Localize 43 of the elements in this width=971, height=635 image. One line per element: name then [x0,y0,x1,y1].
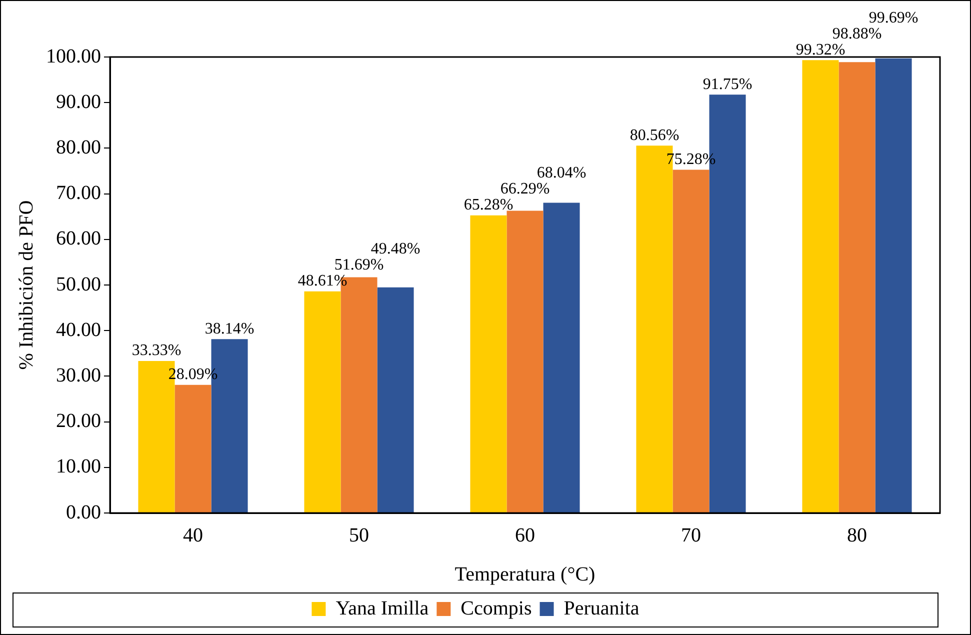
y-tick-label: 80.00 [56,136,101,158]
bar [174,384,212,512]
y-tick-label: 70.00 [56,182,101,204]
data-label: 65.28% [464,196,514,214]
data-label: 68.04% [536,164,586,182]
bar [304,291,341,512]
data-label: 91.75% [702,76,752,93]
data-label: 99.69% [868,9,918,26]
y-tick-label: 90.00 [56,90,101,113]
bar [506,210,544,512]
y-tick-label: 60.00 [56,228,101,250]
data-label: 98.88% [832,25,882,42]
y-tick-label: 0.00 [66,501,101,524]
legend-label: Peruanita [564,597,640,620]
x-tick-label: 70 [681,524,701,546]
bar [470,215,507,512]
bar [875,58,912,512]
data-label: 51.69% [334,256,384,274]
bar [838,62,876,512]
data-label: 33.33% [132,342,182,360]
x-tick-label: 80 [847,524,867,546]
legend-label: Ccompis [460,597,532,620]
bar [543,202,580,512]
legend-label: Yana Imilla [336,597,429,620]
bar [377,287,414,512]
y-tick-label: 30.00 [56,364,101,386]
data-label: 38.14% [204,320,254,338]
data-label: 66.29% [500,180,550,198]
data-label: 99.32% [796,41,846,58]
bar [672,170,710,512]
bar [802,60,839,512]
x-tick-label: 60 [515,524,535,546]
y-axis-title: % Inhibición de PFO [15,200,38,370]
y-tick-label: 10.00 [56,456,101,478]
data-label: 49.48% [370,240,420,258]
x-tick-label: 50 [349,524,369,546]
y-tick-label: 100.00 [46,45,101,68]
x-tick-label: 40 [183,524,203,546]
x-axis-title: Temperatura (°C) [454,563,596,586]
y-tick-label: 20.00 [56,410,101,432]
y-tick-label: 50.00 [56,273,101,296]
data-label: 80.56% [630,126,680,144]
y-tick-label: 40.00 [56,318,101,341]
